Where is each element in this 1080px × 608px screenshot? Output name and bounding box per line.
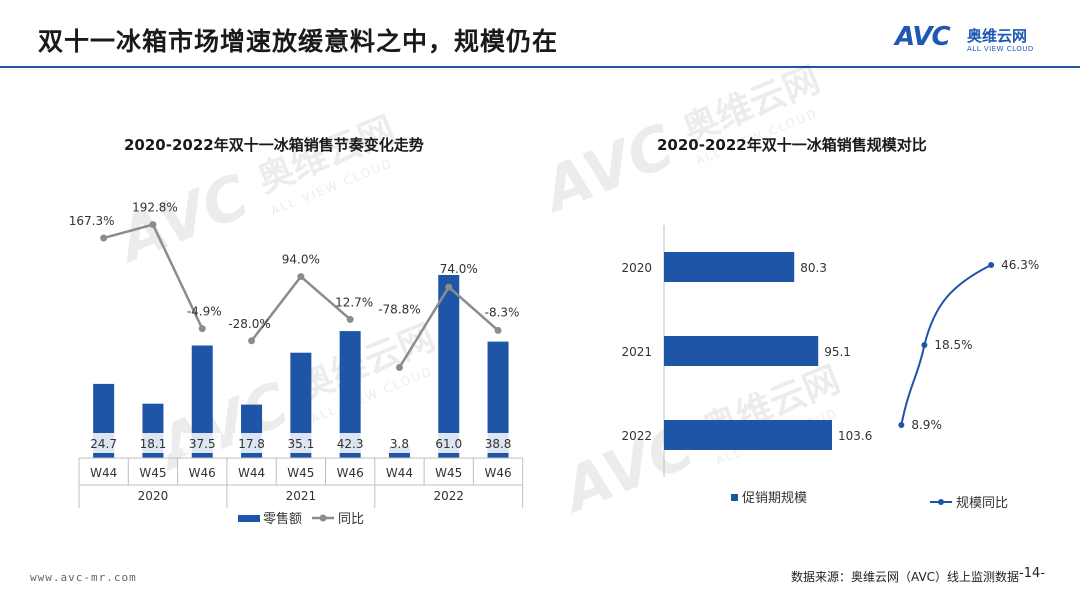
x-tick-label: W44 [386,466,413,480]
bar-label: 18.1 [140,437,167,451]
bar-label: 38.8 [485,437,512,451]
legend-line-marker [319,514,327,522]
bar-label: 3.8 [390,437,409,451]
footer-url: www.avc-mr.com [30,571,137,584]
group-label-2022: 2022 [433,489,464,503]
bar-label: 17.8 [238,437,265,451]
bar-W45-4 [290,352,312,458]
bar-label-bg [380,433,419,453]
yoy-curve-label: 8.9% [911,418,942,432]
y-tick-label: 2020 [621,261,652,275]
logo-mark: AVC [895,22,951,52]
x-tick-label: W46 [484,466,511,480]
yoy-label: -28.0% [228,317,270,331]
group-label-2020: 2020 [138,489,169,503]
yoy-curve-point-2022 [898,422,905,428]
bar-label-bg [84,433,123,453]
yoy-label: -8.3% [485,305,520,319]
hbar-2022 [664,420,832,450]
yoy-label: 94.0% [282,253,320,267]
legend-hbar-label: 促销期规模 [742,491,807,506]
x-tick-label: W45 [287,466,314,480]
hbar-label: 103.6 [838,429,872,443]
yoy-point [395,364,403,372]
x-tick-label: W45 [435,466,462,480]
hbar-label: 80.3 [800,261,827,275]
bar-label-bg [331,433,370,453]
bar-W46-8 [487,341,509,458]
yoy-curve-point-2021 [921,342,928,348]
hbar-2021 [664,336,819,366]
x-tick-label: W46 [189,466,216,480]
bar-W46-5 [339,331,361,458]
page-title: 双十一冰箱市场增速放缓意料之中，规模仍在 [38,27,559,56]
yoy-curve-label: 18.5% [934,338,972,352]
bar-label: 61.0 [435,437,462,451]
bar-W45-7 [438,275,460,458]
legend-curve-label: 规模同比 [956,496,1008,511]
yoy-curve-label: 46.3% [1001,258,1039,272]
legend-line-label: 同比 [338,512,364,527]
y-tick-label: 2021 [621,345,652,359]
left-chart: 24.7 18.1 37.5 17.8 35.1 42.3 3.8 61.0 38.8 167.3… [69,201,524,527]
bar-label-bg [133,433,172,453]
yoy-point [494,326,502,334]
legend-bar-swatch [238,515,260,522]
right-chart-title: 2020-2022年双十一冰箱销售规模对比 [657,136,927,154]
bar-label: 35.1 [287,437,314,451]
logo-cn: 奥维云网 [967,27,1028,45]
y-tick-label: 2022 [621,429,652,443]
bar-W46-2 [191,345,213,458]
x-tick-label: W44 [90,466,117,480]
right-chart: 80.3 2020 95.1 2021 103.6 2022 46.3% 18.5% 8.9% 促… [621,225,1039,511]
yoy-label: -78.8% [378,303,420,317]
bar-label-bg [479,433,518,453]
left-chart-title: 2020-2022年双十一冰箱销售节奏变化走势 [124,136,424,154]
x-tick-label: W45 [139,466,166,480]
yoy-point [100,234,108,242]
bar-label-bg [183,433,222,453]
bar-label: 37.5 [189,437,216,451]
yoy-point [149,221,157,229]
bar-label-bg [232,433,271,453]
legend-hbar-swatch [731,494,738,501]
logo-en: ALL VIEW CLOUD [967,45,1034,53]
yoy-label: 74.0% [440,262,478,276]
group-label-2021: 2021 [286,489,317,503]
bar-label-bg [281,433,320,453]
header-rule [0,66,1080,68]
yoy-label: 167.3% [69,214,115,228]
yoy-curve-point-2020 [988,262,995,268]
yoy-point [248,337,256,345]
x-tick-label: W44 [238,466,265,480]
legend-bar-label: 零售额 [263,511,302,527]
legend-curve-marker [938,499,944,505]
yoy-point [198,325,206,333]
page-number: -14- [1019,566,1045,581]
yoy-point [445,283,453,291]
yoy-label: 192.8% [132,201,178,215]
x-tick-label: W46 [337,466,364,480]
hbar-2020 [664,252,795,282]
yoy-point [346,315,354,323]
hbar-label: 95.1 [824,345,851,359]
bar-label-bg [429,433,468,453]
bar-label: 42.3 [337,437,364,451]
yoy-label: 12.7% [335,295,373,309]
yoy-point [297,273,305,281]
yoy-label: -4.9% [187,305,222,319]
logo: AVC 奥维云网 ALL VIEW CLOUD [895,22,1055,62]
footer-source: 数据来源：奥维云网（AVC）线上监测数据 [791,570,1020,584]
bar-label: 24.7 [90,437,117,451]
